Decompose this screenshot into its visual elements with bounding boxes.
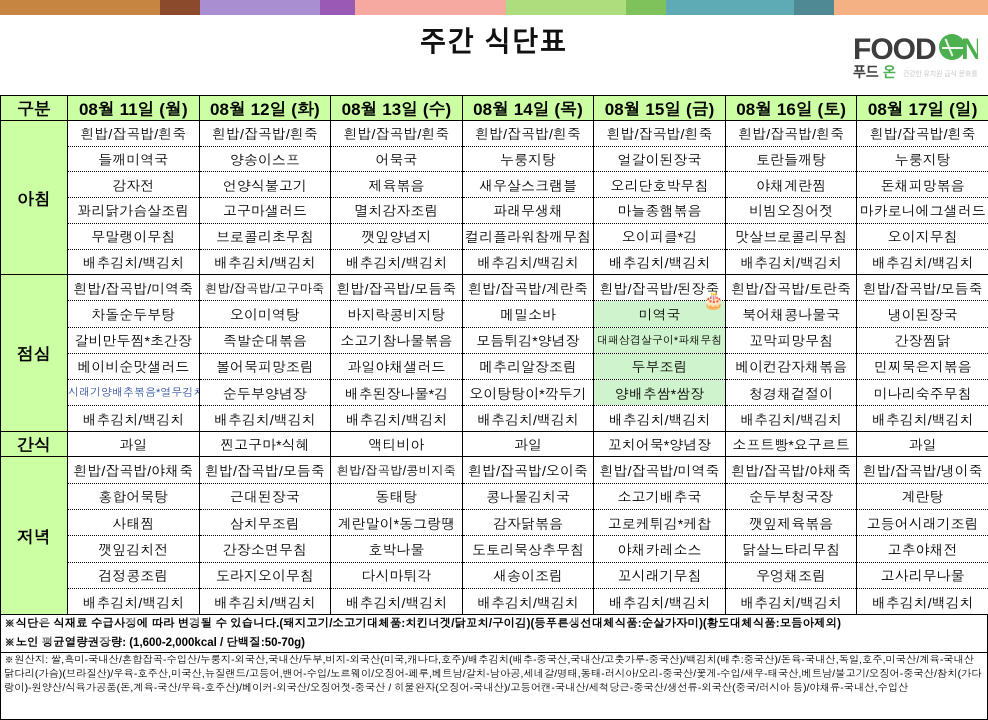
svg-text:푸드: 푸드 [853,64,879,80]
svg-text:FOOD: FOOD [853,33,936,66]
svg-text:건강한 유치원 급식 문화를 만들어 드립니다: 건강한 유치원 급식 문화를 만들어 드립니다 [903,69,978,78]
svg-text:온: 온 [883,64,896,80]
svg-text:N: N [961,33,978,66]
